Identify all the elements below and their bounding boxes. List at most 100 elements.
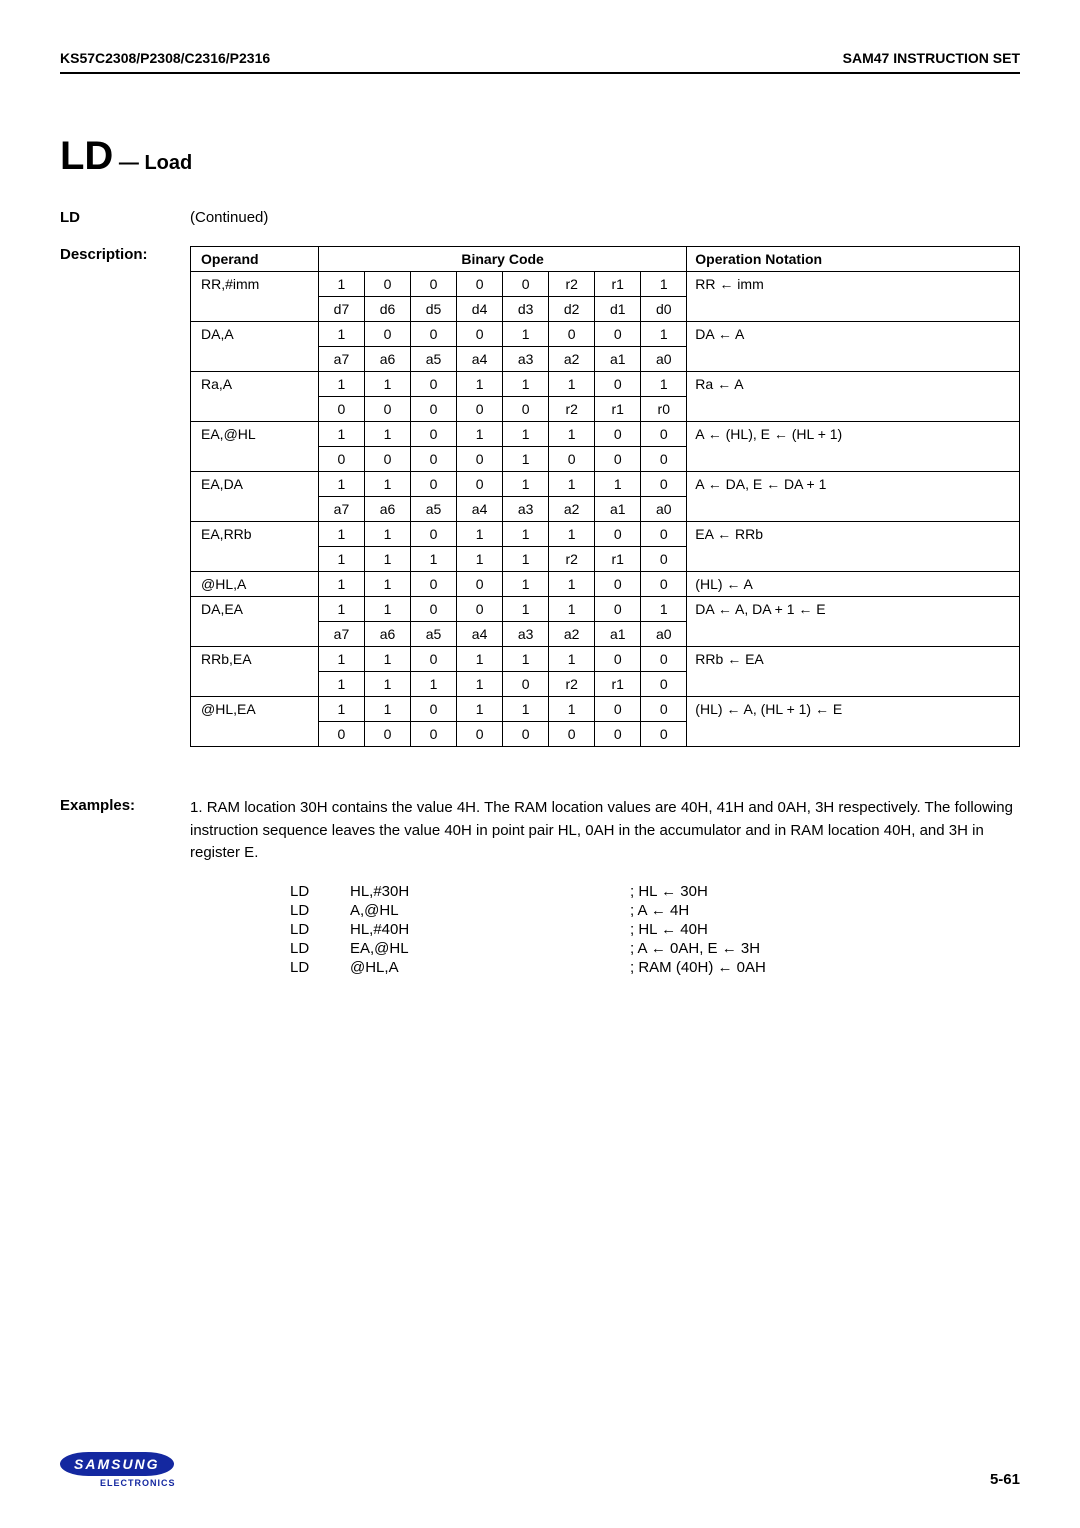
page-header: KS57C2308/P2308/C2316/P2316 SAM47 INSTRU… <box>60 50 1020 74</box>
operand-cell <box>191 347 319 372</box>
continued-text: (Continued) <box>190 209 1020 226</box>
bit-cell: 0 <box>503 397 549 422</box>
bit-cell: 0 <box>595 422 641 447</box>
header-right: SAM47 INSTRUCTION SET <box>843 50 1020 66</box>
bit-cell: 0 <box>595 447 641 472</box>
bit-cell: r2 <box>549 547 595 572</box>
bit-cell: 1 <box>549 572 595 597</box>
operand-cell <box>191 722 319 747</box>
table-row: EA,DA11001110A ← DA, E ← DA + 1 <box>191 472 1020 497</box>
code-comment: ; HL ← 30H <box>630 883 708 900</box>
notation-cell: (HL) ← A, (HL + 1) ← E <box>687 697 1020 722</box>
bit-cell: 0 <box>411 447 457 472</box>
bit-cell: r0 <box>641 397 687 422</box>
operand-cell: Ra,A <box>191 372 319 397</box>
bit-cell: 1 <box>364 522 410 547</box>
bit-cell: 0 <box>549 722 595 747</box>
th-notation: Operation Notation <box>687 247 1020 272</box>
table-row: Ra,A11011101Ra ← A <box>191 372 1020 397</box>
bit-cell: 0 <box>641 422 687 447</box>
bit-cell: 0 <box>411 272 457 297</box>
bit-cell: 0 <box>641 722 687 747</box>
bit-cell: 1 <box>411 547 457 572</box>
table-row: RRb,EA11011100RRb ← EA <box>191 647 1020 672</box>
description-label: Description: <box>60 246 190 263</box>
bit-cell: 0 <box>411 322 457 347</box>
bit-cell: 1 <box>318 522 364 547</box>
code-operand: EA,@HL <box>350 940 630 957</box>
operand-cell <box>191 297 319 322</box>
bit-cell: 0 <box>641 672 687 697</box>
title-dash: — <box>113 152 144 174</box>
bit-cell: a3 <box>503 497 549 522</box>
code-block: LDHL,#30H; HL ← 30HLDA,@HL; A ← 4HLDHL,#… <box>290 883 1020 976</box>
bit-cell: a0 <box>641 347 687 372</box>
bit-cell: a6 <box>364 497 410 522</box>
bit-cell: 1 <box>641 272 687 297</box>
notation-cell: Ra ← A <box>687 372 1020 397</box>
description-body: Operand Binary Code Operation Notation R… <box>190 246 1020 747</box>
bit-cell: 0 <box>411 647 457 672</box>
bit-cell: 0 <box>503 672 549 697</box>
bit-cell: a5 <box>411 347 457 372</box>
bit-cell: 1 <box>364 672 410 697</box>
bit-cell: 0 <box>411 372 457 397</box>
bit-cell: 1 <box>503 372 549 397</box>
code-row: LDA,@HL; A ← 4H <box>290 902 1020 919</box>
bit-cell: a5 <box>411 497 457 522</box>
bit-cell: 1 <box>364 647 410 672</box>
bit-cell: 1 <box>503 522 549 547</box>
operand-cell <box>191 497 319 522</box>
notation-cell: RRb ← EA <box>687 647 1020 672</box>
bit-cell: 1 <box>457 372 503 397</box>
table-row: a7a6a5a4a3a2a1a0 <box>191 497 1020 522</box>
bit-cell: 1 <box>457 522 503 547</box>
header-left: KS57C2308/P2308/C2316/P2316 <box>60 50 270 66</box>
logo-subtext: ELECTRONICS <box>100 1478 176 1488</box>
code-comment: ; RAM (40H) ← 0AH <box>630 959 766 976</box>
bit-cell: r1 <box>595 272 641 297</box>
main-title: LD — Load <box>60 134 1020 179</box>
table-row: a7a6a5a4a3a2a1a0 <box>191 622 1020 647</box>
bit-cell: 1 <box>549 597 595 622</box>
bit-cell: 0 <box>641 697 687 722</box>
bit-cell: d4 <box>457 297 503 322</box>
code-comment: ; A ← 4H <box>630 902 689 919</box>
bit-cell: 1 <box>364 697 410 722</box>
bit-cell: a1 <box>595 347 641 372</box>
code-row: LDEA,@HL; A ← 0AH, E ← 3H <box>290 940 1020 957</box>
bit-cell: a3 <box>503 622 549 647</box>
examples-body: 1. RAM location 30H contains the value 4… <box>190 797 1020 978</box>
notation-cell <box>687 447 1020 472</box>
bit-cell: 1 <box>549 372 595 397</box>
bit-cell: 0 <box>595 522 641 547</box>
bit-cell: 1 <box>503 322 549 347</box>
bit-cell: 1 <box>549 472 595 497</box>
bit-cell: 1 <box>503 697 549 722</box>
bit-cell: 0 <box>549 447 595 472</box>
notation-cell <box>687 397 1020 422</box>
bit-cell: 1 <box>364 422 410 447</box>
th-binary: Binary Code <box>318 247 686 272</box>
bit-cell: a6 <box>364 622 410 647</box>
bit-cell: 1 <box>364 472 410 497</box>
bit-cell: 1 <box>503 472 549 497</box>
bit-cell: d5 <box>411 297 457 322</box>
operand-cell: EA,@HL <box>191 422 319 447</box>
bit-cell: 1 <box>318 372 364 397</box>
bit-cell: 0 <box>595 372 641 397</box>
bit-cell: d6 <box>364 297 410 322</box>
bit-cell: d3 <box>503 297 549 322</box>
continued-label: LD <box>60 209 190 226</box>
bit-cell: 0 <box>457 447 503 472</box>
title-mnemonic: LD <box>60 134 113 178</box>
bit-cell: 1 <box>318 422 364 447</box>
bit-cell: 0 <box>457 597 503 622</box>
bit-cell: a5 <box>411 622 457 647</box>
bit-cell: 0 <box>457 472 503 497</box>
notation-cell: EA ← RRb <box>687 522 1020 547</box>
notation-cell <box>687 347 1020 372</box>
examples-intro-text: RAM location 30H contains the value 4H. … <box>190 799 1013 861</box>
code-row: LDHL,#40H; HL ← 40H <box>290 921 1020 938</box>
operand-cell: DA,EA <box>191 597 319 622</box>
